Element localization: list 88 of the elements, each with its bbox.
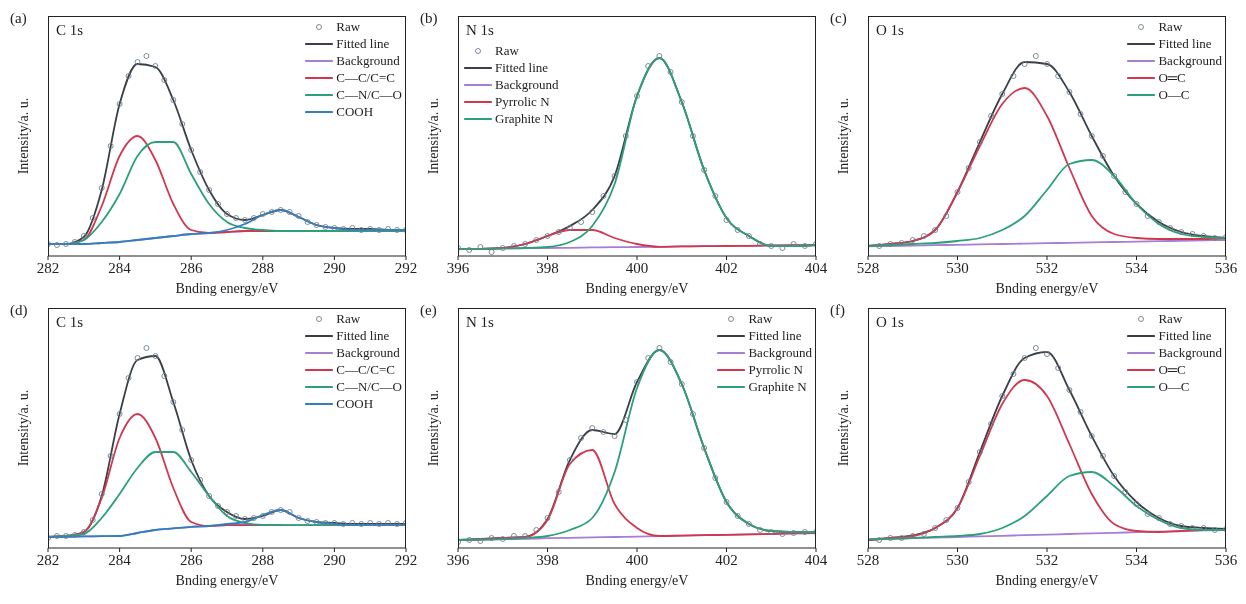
x-tick-label: 404: [804, 259, 828, 276]
x-tick-label: 530: [946, 259, 969, 276]
legend-label: COOH: [336, 395, 374, 412]
legend-label: Background: [1158, 344, 1222, 361]
legend-label: Raw: [336, 310, 361, 327]
legend-label: C—C/C=C: [336, 69, 395, 86]
x-axis-title: Bnding energy/eV: [175, 572, 279, 589]
legend-label: C—N/C—O: [336, 86, 402, 103]
x-tick-label: 282: [36, 551, 60, 568]
legend-label: Fitted line: [1158, 35, 1212, 52]
x-axis-title: Bnding energy/eV: [995, 572, 1099, 589]
x-tick-label: 536: [1214, 259, 1238, 276]
legend-label: Pyrrolic N: [748, 361, 803, 378]
legend-label: COOH: [336, 103, 374, 120]
x-tick-label: 396: [446, 259, 470, 276]
x-tick-label: 534: [1125, 551, 1149, 568]
y-axis-title: Intensity/a. u.: [426, 97, 442, 175]
legend-label: O—C: [1158, 378, 1190, 395]
legend-label: O═C: [1158, 361, 1186, 378]
x-tick-label: 530: [946, 551, 969, 568]
legend-label: Graphite N: [495, 110, 554, 127]
legend-label: Raw: [336, 18, 361, 35]
y-axis-title: Intensity/a. u.: [16, 389, 32, 467]
x-tick-label: 398: [536, 259, 559, 276]
legend-label: C—C/C=C: [336, 361, 395, 378]
text: C 1s: [56, 22, 84, 39]
x-axis-title: Bnding energy/eV: [585, 280, 689, 297]
legend-label: Background: [748, 344, 812, 361]
text: (f): [830, 302, 845, 319]
text: O 1s: [876, 314, 904, 331]
y-axis-title: Intensity/a. u.: [836, 389, 852, 467]
x-tick-label: 534: [1125, 259, 1149, 276]
x-tick-label: 536: [1214, 551, 1238, 568]
text: (d): [10, 302, 28, 319]
x-tick-label: 284: [108, 259, 132, 276]
legend-label: Background: [495, 76, 559, 93]
legend-label: Pyrrolic N: [495, 93, 550, 110]
x-tick-label: 290: [323, 551, 346, 568]
legend-label: Background: [1158, 52, 1222, 69]
x-tick-label: 402: [715, 259, 738, 276]
legend-label: Fitted line: [336, 35, 390, 52]
x-tick-label: 402: [715, 551, 738, 568]
text: N 1s: [466, 22, 494, 39]
x-tick-label: 284: [108, 551, 132, 568]
x-tick-label: 282: [36, 259, 60, 276]
legend-label: Fitted line: [748, 327, 802, 344]
x-axis-title: Bnding energy/eV: [585, 572, 689, 589]
x-tick-label: 290: [323, 259, 346, 276]
x-tick-label: 286: [179, 259, 203, 276]
legend-label: O═C: [1158, 69, 1186, 86]
legend-label: Fitted line: [495, 59, 549, 76]
x-tick-label: 532: [1035, 551, 1059, 568]
legend-label: Raw: [1158, 18, 1183, 35]
y-axis-title: Intensity/a. u.: [836, 97, 852, 175]
x-tick-label: 528: [856, 259, 880, 276]
legend-label: C—N/C—O: [336, 378, 402, 395]
x-tick-label: 400: [625, 259, 649, 276]
x-tick-label: 398: [536, 551, 559, 568]
legend-label: Fitted line: [336, 327, 390, 344]
x-tick-label: 528: [856, 551, 880, 568]
legend-label: O—C: [1158, 86, 1190, 103]
x-tick-label: 288: [251, 551, 275, 568]
x-tick-label: 292: [394, 259, 418, 276]
x-tick-label: 404: [804, 551, 828, 568]
text: N 1s: [466, 314, 494, 331]
x-tick-label: 288: [251, 259, 275, 276]
x-tick-label: 292: [394, 551, 418, 568]
legend-label: Raw: [495, 42, 519, 59]
legend-label: Raw: [748, 310, 773, 327]
text: (c): [830, 10, 847, 27]
y-axis-title: Intensity/a. u.: [16, 97, 32, 175]
x-axis-title: Bnding energy/eV: [995, 280, 1099, 297]
legend-label: Fitted line: [1158, 327, 1212, 344]
x-tick-label: 532: [1035, 259, 1059, 276]
text: O 1s: [876, 22, 904, 39]
x-tick-label: 396: [446, 551, 470, 568]
x-axis-title: Bnding energy/eV: [175, 280, 279, 297]
legend-label: Raw: [1158, 310, 1183, 327]
legend-label: Background: [336, 344, 400, 361]
legend-label: Background: [336, 52, 400, 69]
text: (a): [10, 10, 27, 27]
text: (e): [420, 302, 437, 319]
x-tick-label: 400: [625, 551, 649, 568]
x-tick-label: 286: [179, 551, 203, 568]
y-axis-title: Intensity/a. u.: [426, 389, 442, 467]
text: (b): [420, 10, 438, 27]
text: C 1s: [56, 314, 84, 331]
legend-label: Graphite N: [748, 378, 807, 395]
